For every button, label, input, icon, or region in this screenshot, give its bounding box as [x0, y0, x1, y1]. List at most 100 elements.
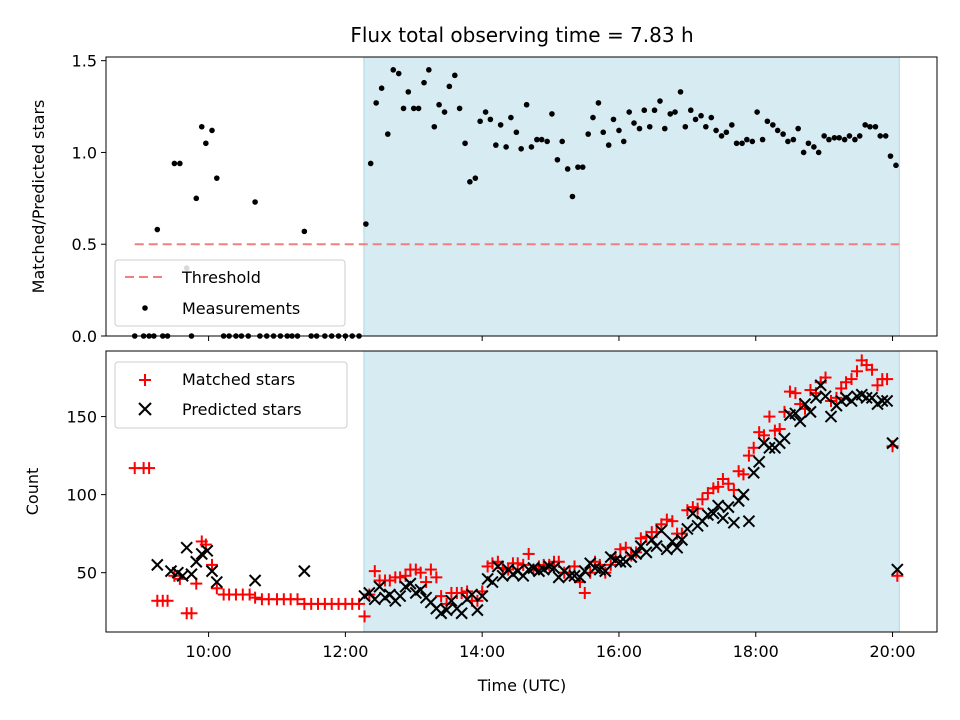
measurement-point — [616, 127, 622, 134]
x-tick-label: 16:00 — [596, 642, 642, 661]
predicted-point — [205, 564, 219, 578]
matched-point — [763, 410, 776, 423]
measurement-point — [754, 109, 760, 115]
measurement-point — [171, 160, 178, 167]
measurement-point — [559, 138, 565, 145]
predicted-point — [752, 455, 766, 469]
predicted-point — [722, 500, 735, 514]
matched-point — [461, 585, 474, 598]
measurement-point — [661, 125, 668, 132]
legend-predicted-label: Predicted stars — [182, 400, 302, 419]
matched-point — [249, 591, 262, 604]
measurement-point — [177, 160, 183, 167]
measurement-point — [513, 129, 520, 136]
matched-point — [206, 558, 219, 571]
matched-point — [210, 582, 223, 595]
measurement-point — [441, 109, 448, 115]
matched-point — [161, 594, 174, 607]
measurement-point — [410, 105, 417, 112]
bottom-y-tick-label: 150 — [66, 408, 97, 427]
x-tick-label: 10:00 — [186, 642, 232, 661]
measurement-point — [477, 118, 483, 125]
measurement-point — [503, 144, 509, 150]
measurement-point — [703, 123, 709, 130]
predicted-point — [368, 593, 381, 606]
measurement-point — [651, 107, 658, 114]
bottom-y-ticks: 50 100 150 — [66, 408, 106, 583]
measurement-point — [677, 89, 684, 95]
predicted-point — [373, 580, 386, 593]
matched-point — [614, 543, 627, 556]
measurement-point — [672, 109, 678, 115]
matched-point — [353, 597, 366, 610]
measurement-point — [436, 101, 442, 108]
predicted-point — [747, 466, 760, 479]
predicted-point — [190, 555, 203, 568]
top-panel: 0.0 0.5 1.0 1.5 Matched/Predicted stars Thr… — [29, 52, 938, 346]
matched-point — [666, 515, 679, 528]
x-tick-label: 14:00 — [459, 642, 505, 661]
measurement-point — [620, 138, 627, 145]
predicted-point — [660, 543, 674, 556]
predicted-point — [819, 390, 832, 403]
matched-point — [783, 385, 796, 398]
predicted-point — [547, 561, 561, 575]
predicted-point — [248, 574, 262, 587]
predicted-point — [809, 391, 823, 405]
matched-point — [845, 373, 858, 386]
matched-point — [778, 405, 791, 418]
top-y-tick-label: 0.0 — [72, 327, 97, 346]
top-y-axis-label: Matched/Predicted stars — [29, 100, 48, 294]
top-y-tick-label: 1.5 — [72, 52, 97, 71]
measurement-point — [467, 179, 473, 185]
measurement-point — [641, 107, 648, 114]
predicted-point — [727, 516, 741, 529]
matched-point — [660, 513, 673, 526]
legend-predicted-swatch — [138, 402, 152, 416]
measurement-point — [446, 83, 453, 90]
measurement-points — [131, 67, 899, 339]
bottom-highlight-span — [363, 350, 900, 633]
measurement-point — [203, 140, 209, 147]
measurement-point — [421, 79, 427, 86]
measurement-point — [636, 125, 643, 132]
predicted-point — [404, 577, 417, 590]
measurement-point — [862, 122, 868, 128]
predicted-point — [640, 546, 653, 559]
predicted-point — [891, 563, 904, 576]
top-y-ticks: 0.0 0.5 1.0 1.5 — [72, 52, 106, 346]
predicted-point — [814, 379, 827, 392]
predicted-point — [789, 407, 802, 420]
measurement-point — [667, 111, 674, 117]
bottom-y-tick-label: 50 — [77, 564, 97, 583]
measurement-point — [657, 98, 663, 104]
bottom-x-ticks: 10:00 12:00 14:00 16:00 18:00 20:00 — [186, 632, 916, 661]
predicted-point — [778, 432, 791, 445]
matched-point — [757, 429, 770, 442]
predicted-point — [629, 547, 643, 561]
predicted-point — [824, 410, 838, 423]
predicted-point — [655, 524, 668, 537]
matched-point — [420, 576, 433, 589]
predicted-point — [675, 533, 689, 547]
predicted-point — [573, 571, 587, 584]
measurement-point — [692, 116, 699, 123]
measurement-point — [472, 175, 479, 181]
matched-point — [696, 493, 709, 506]
matched-point — [712, 480, 725, 493]
predicted-point — [737, 488, 750, 501]
top-y-tick-label: 1.0 — [72, 143, 97, 162]
measurement-point — [867, 123, 873, 130]
measurement-point — [363, 221, 369, 227]
predicted-point — [794, 415, 807, 428]
legend-threshold-label: Threshold — [181, 268, 261, 287]
predicted-point — [886, 436, 899, 450]
measurement-point — [214, 175, 220, 181]
legend-measurements-swatch — [142, 305, 148, 311]
measurement-point — [815, 149, 822, 156]
measurement-point — [739, 140, 745, 147]
measurement-point — [564, 166, 571, 172]
measurement-point — [687, 107, 694, 114]
x-tick-label: 12:00 — [322, 642, 368, 661]
